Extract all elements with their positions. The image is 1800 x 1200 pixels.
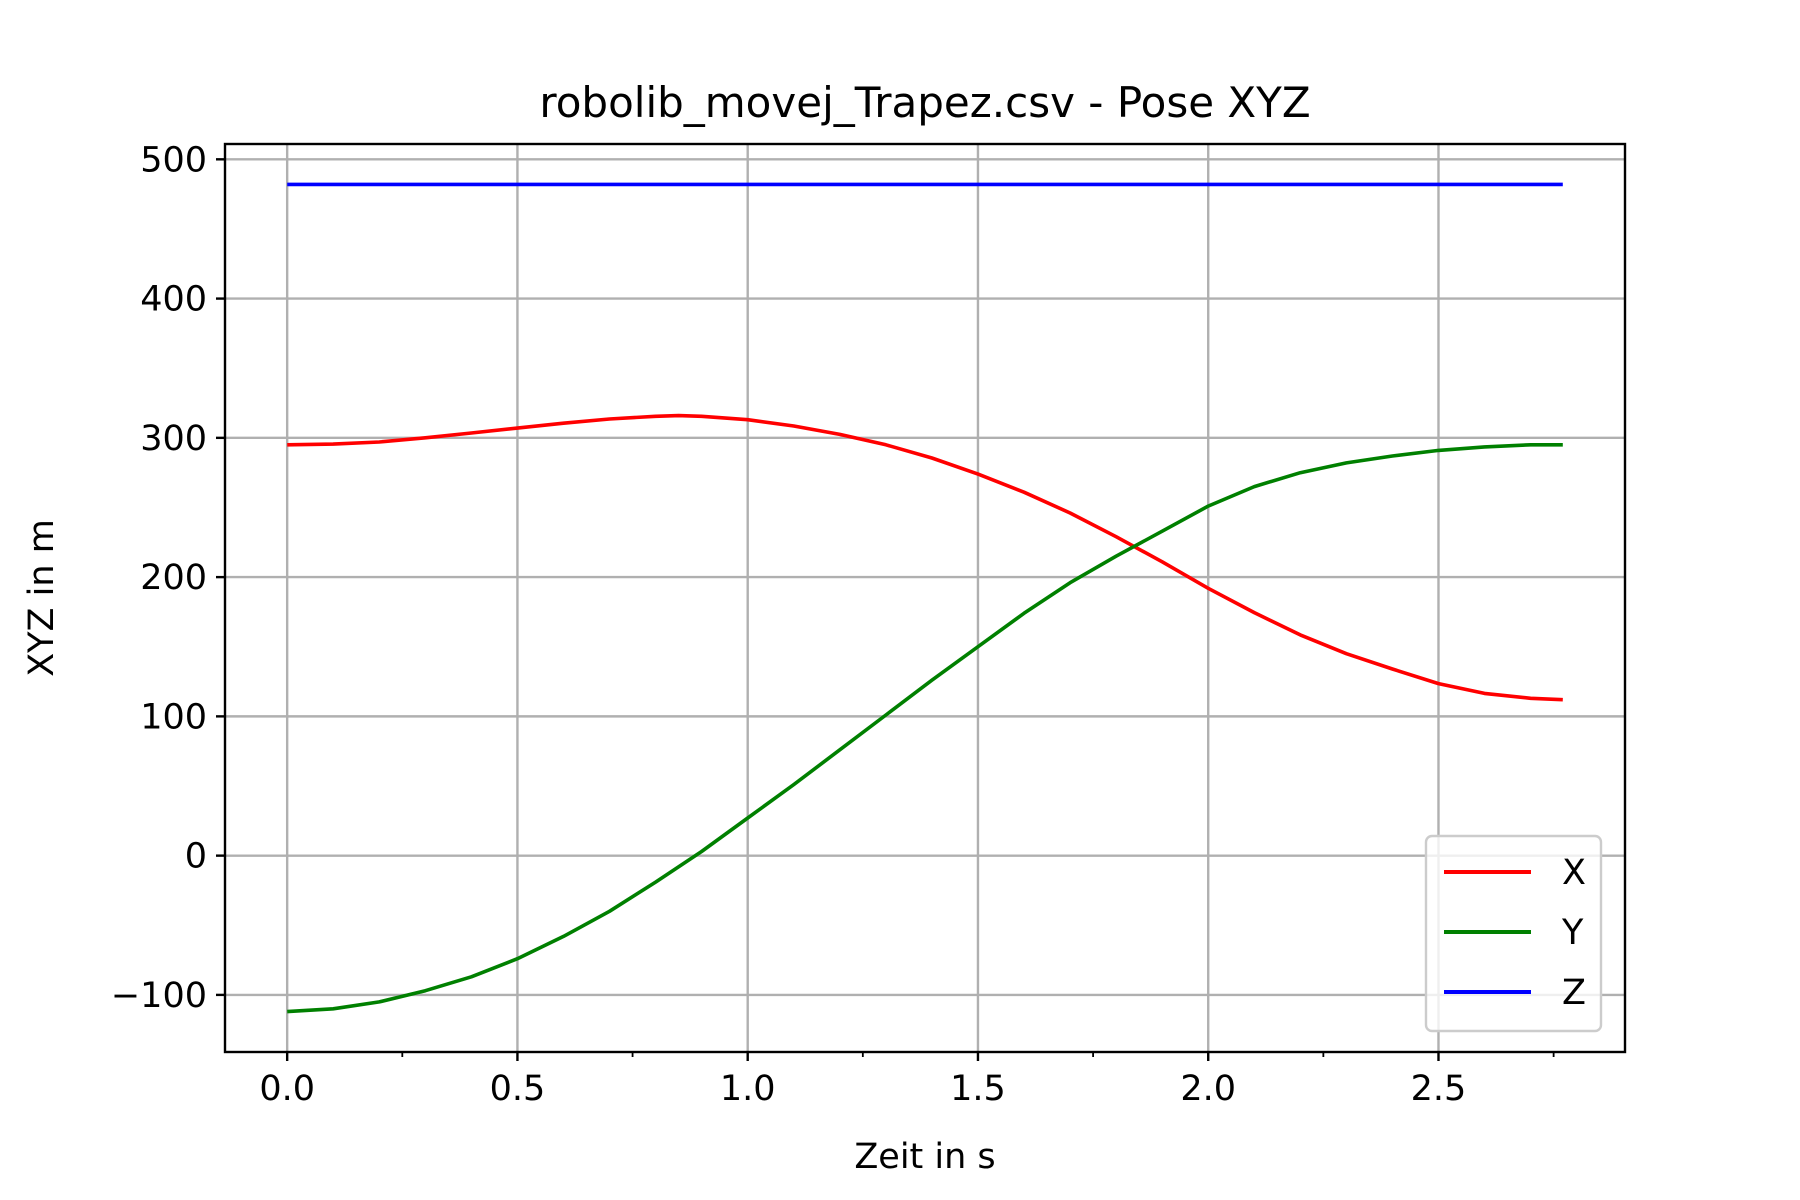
chart-title: robolib_movej_Trapez.csv - Pose XYZ — [539, 78, 1310, 127]
series-lines — [287, 182, 1563, 1014]
x-tick-label: 1.0 — [720, 1069, 776, 1109]
series-line-y — [287, 442, 1563, 1014]
x-tick-label: 1.5 — [950, 1069, 1006, 1109]
y-tick-label: 500 — [140, 140, 207, 180]
y-tick-label: 300 — [140, 419, 207, 459]
grid-horizontal — [225, 158, 1625, 997]
y-axis-ticks: −100 0 100 200 300 400 500 — [111, 140, 225, 1016]
y-axis-label: XYZ in m — [22, 519, 62, 677]
plot-frame — [223, 142, 1627, 1054]
legend-label-x: X — [1562, 853, 1586, 893]
legend-label-z: Z — [1562, 973, 1586, 1013]
x-tick-label: 0.5 — [490, 1069, 546, 1109]
x-axis-ticks: 0.0 0.5 1.0 1.5 2.0 2.5 — [259, 1052, 1555, 1109]
y-tick-label: 100 — [140, 697, 207, 737]
y-tick-label: 0 — [185, 837, 207, 877]
legend: XYZ — [1424, 834, 1603, 1033]
x-tick-label: 2.0 — [1180, 1069, 1236, 1109]
x-axis-label: Zeit in s — [854, 1137, 995, 1177]
plot-background — [225, 144, 1625, 1052]
y-tick-label: −100 — [111, 976, 207, 1016]
legend-label-y: Y — [1561, 913, 1584, 953]
x-tick-label: 0.0 — [259, 1069, 315, 1109]
y-tick-label: 400 — [140, 280, 207, 320]
y-tick-label: 200 — [140, 558, 207, 598]
x-tick-label: 2.5 — [1411, 1069, 1467, 1109]
series-line-x — [287, 413, 1563, 702]
